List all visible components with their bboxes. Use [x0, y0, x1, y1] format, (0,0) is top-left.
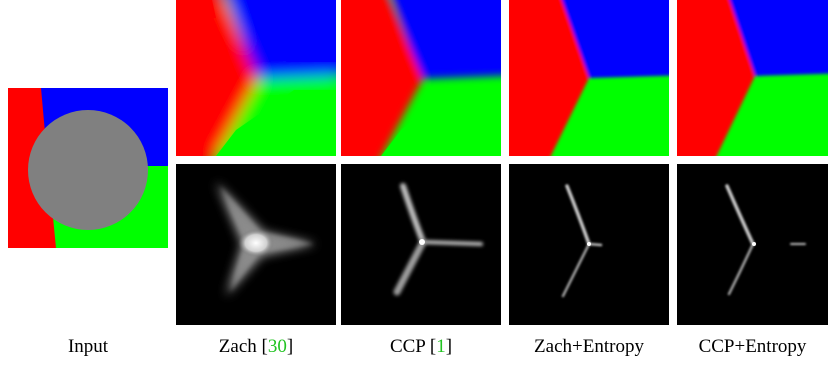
caption-input: Input — [8, 336, 168, 358]
caption-input-label: Input — [67, 336, 109, 357]
caption-ccp-entropy-label: CCP+Entropy — [698, 336, 807, 357]
caption-zach-bracket: ] — [286, 336, 294, 357]
citation-link-1[interactable]: 1 — [436, 336, 446, 357]
caption-ccp-bracket: ] — [445, 336, 453, 357]
input-image — [8, 88, 168, 248]
zach-segmentation — [176, 0, 336, 156]
caption-zach-entropy-label: Zach+Entropy — [534, 336, 644, 357]
caption-ccp-entropy: CCP+Entropy — [677, 336, 828, 358]
ccp-entropy-uncertainty-map — [677, 164, 828, 325]
occlusion-disc — [28, 110, 148, 230]
citation-link-30[interactable]: 30 — [267, 336, 287, 357]
zach-entropy-segmentation — [509, 0, 669, 156]
ccp-entropy-segmentation — [677, 0, 828, 156]
caption-zach-entropy: Zach+Entropy — [509, 336, 669, 358]
caption-ccp-label: CCP [ — [389, 336, 437, 357]
ccp-uncertainty-map — [341, 164, 501, 325]
caption-ccp: CCP [1] — [341, 336, 501, 358]
caption-zach-label: Zach [ — [218, 336, 268, 357]
ccp-segmentation — [341, 0, 501, 156]
zach-entropy-uncertainty-map — [509, 164, 669, 325]
zach-uncertainty-map — [176, 164, 336, 325]
caption-zach: Zach [30] — [176, 336, 336, 358]
